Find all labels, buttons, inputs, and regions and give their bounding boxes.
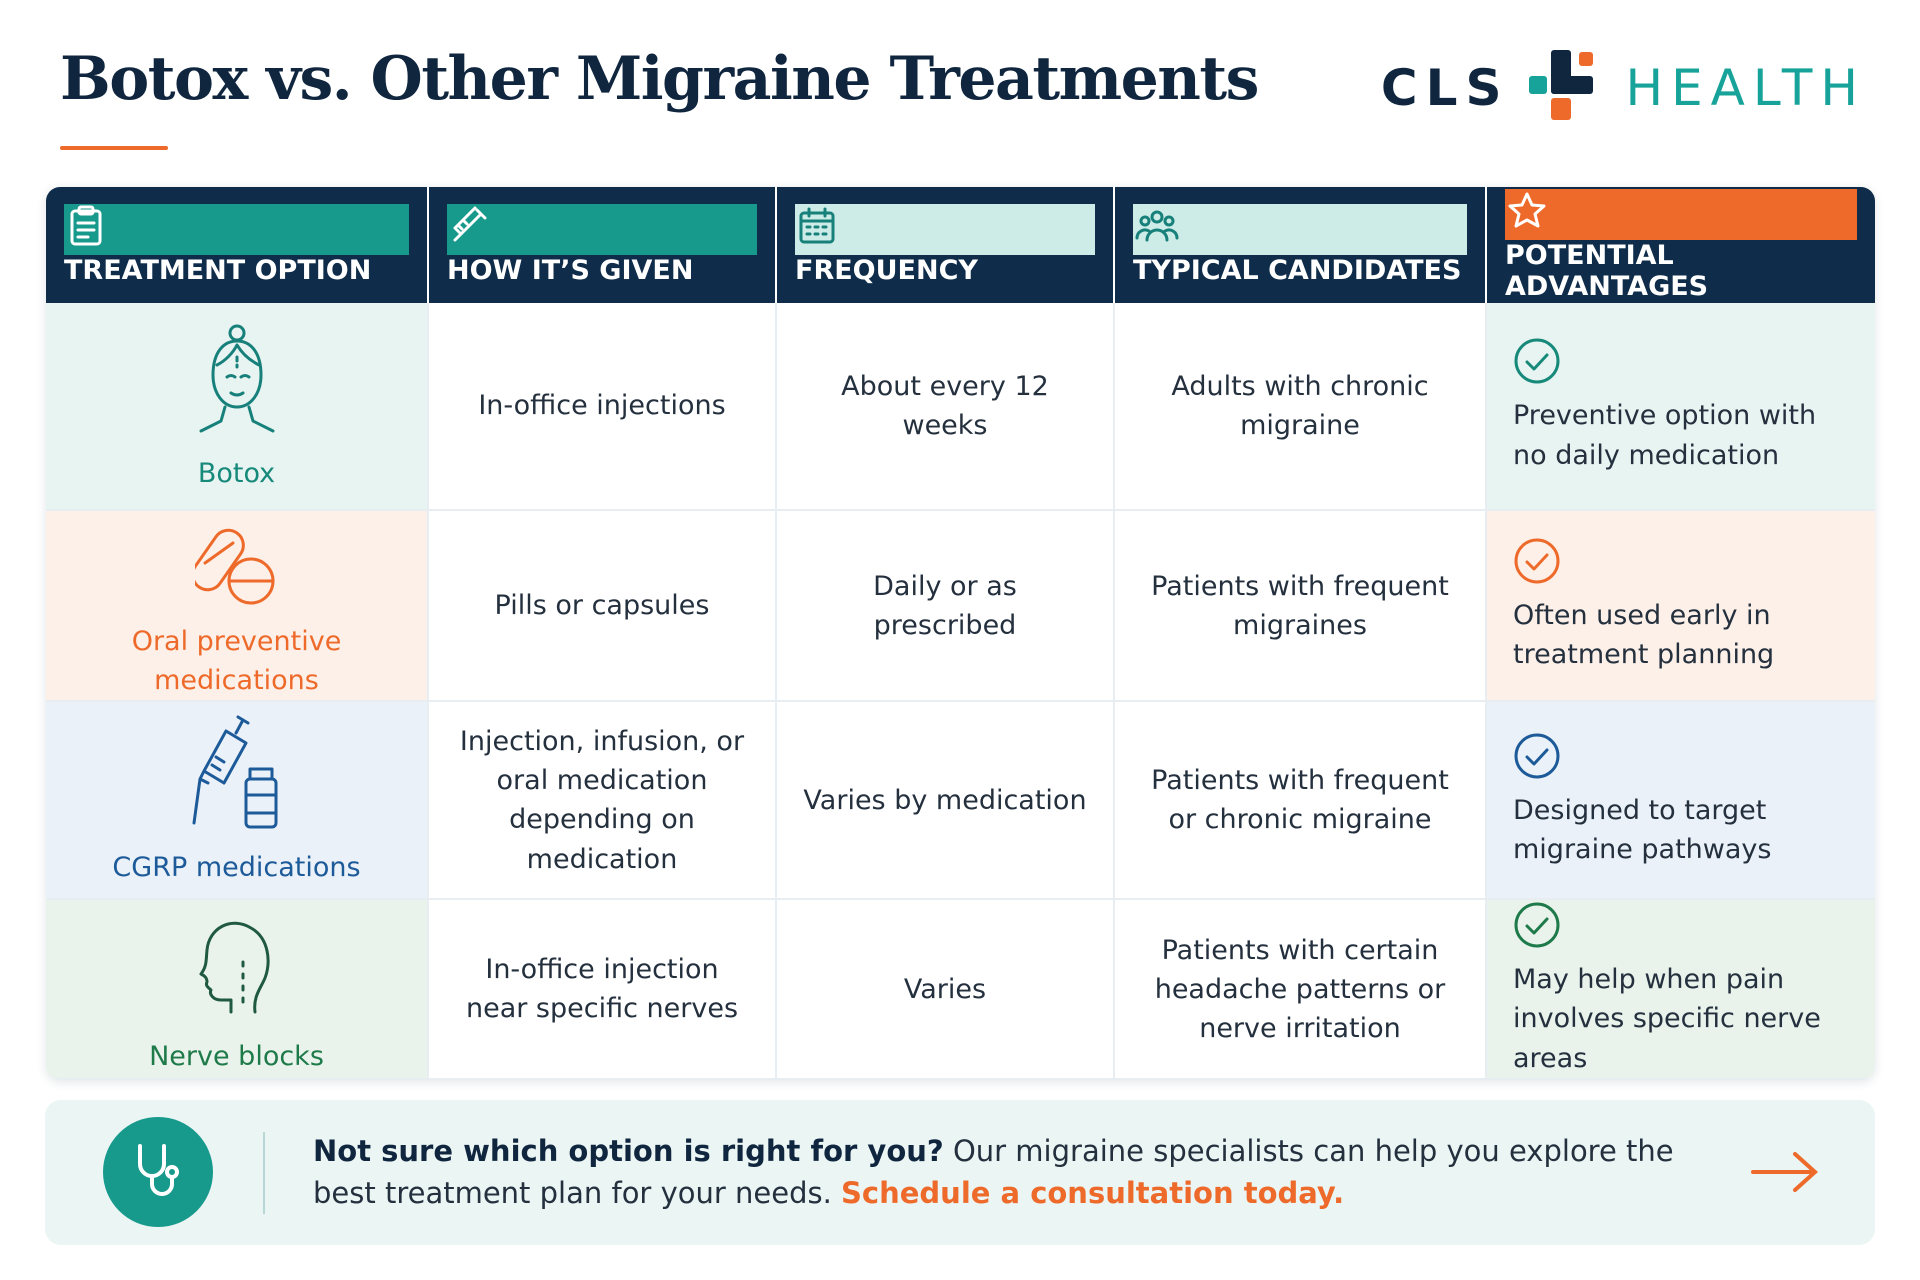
column-header: TREATMENT OPTION [46, 187, 429, 303]
comparison-table: TREATMENT OPTION HOW IT’S GIVEN FREQUENCY T… [46, 187, 1875, 1081]
table-cell: In-office injection near specific nerves [429, 900, 777, 1081]
table-row: Nerve blocks In-office injection near spe… [46, 900, 1875, 1081]
table-cell: Patients with frequent migraines [1115, 511, 1487, 703]
cell-text: In-office injection near specific nerves [465, 954, 739, 1025]
check-icon [1513, 337, 1849, 396]
table-cell: Oral preventive medications [46, 511, 429, 703]
stethoscope-icon [103, 1117, 213, 1227]
cell-text: Injection, infusion, or oral medication … [459, 726, 745, 875]
table-row: Oral preventive medications Pills or caps… [46, 511, 1875, 703]
header-content: HOW IT’S GIVEN [447, 204, 757, 286]
header-content: TREATMENT OPTION [64, 204, 409, 286]
cta-message: Not sure which option is right for you? … [313, 1130, 1693, 1214]
table-cell: Patients with frequent or chronic migrai… [1115, 702, 1487, 901]
column-header: FREQUENCY [777, 187, 1115, 303]
header-icon [447, 204, 757, 255]
table-cell: Nerve blocks [46, 900, 429, 1081]
treatment-label: Oral preventive medications [131, 626, 342, 697]
treatment-label: CGRP medications [112, 852, 361, 884]
advantage: May help when pain involves specific ner… [1513, 901, 1849, 1078]
header-icon [795, 204, 1095, 255]
treatment-icon [72, 713, 401, 848]
header-icon [1505, 188, 1857, 240]
treatment-label: Botox [197, 458, 276, 489]
table-row: Botox In-office injections About every 12 … [46, 303, 1875, 511]
table-cell: About every 12 weeks [777, 303, 1115, 511]
logo-left: CLS [1380, 59, 1510, 117]
table-cell: Designed to target migraine pathways [1487, 702, 1875, 901]
header-text: TREATMENT OPTION [64, 255, 372, 286]
header-content: TYPICAL CANDIDATES [1133, 204, 1467, 286]
cta-text: Our migraine specialists can help you ex… [313, 1134, 1674, 1211]
header-content: POTENTIAL ADVANTAGES [1505, 188, 1857, 302]
table-cell: Preventive option with no daily medicati… [1487, 303, 1875, 511]
cta-question: Not sure which option is right for you? [313, 1134, 944, 1168]
table-cell: Patients with certain headache patterns … [1115, 900, 1487, 1081]
advantage: Often used early in treatment planning [1513, 537, 1849, 674]
advantage-text: Often used early in treatment planning [1513, 600, 1775, 671]
check-icon [1513, 732, 1849, 791]
logo-mark [1529, 50, 1594, 120]
check-icon [1513, 537, 1849, 596]
table-cell: Often used early in treatment planning [1487, 511, 1875, 703]
cta-arrow[interactable] [1749, 1148, 1821, 1196]
cell-text: Daily or as prescribed [873, 570, 1017, 641]
treatment-name: Oral preventive medications [72, 511, 401, 700]
column-header: TYPICAL CANDIDATES [1115, 187, 1487, 303]
column-header: HOW IT’S GIVEN [429, 187, 777, 303]
header-icon [1133, 204, 1467, 255]
advantage-text: May help when pain involves specific ner… [1513, 964, 1821, 1074]
cell-text: Patients with frequent or chronic migrai… [1151, 765, 1449, 836]
check-icon [1513, 901, 1849, 960]
title-underline [60, 146, 168, 150]
table-cell: Daily or as prescribed [777, 511, 1115, 703]
table-cell: Botox [46, 303, 429, 511]
advantage: Designed to target migraine pathways [1513, 732, 1849, 869]
treatment-name: Botox [72, 319, 401, 493]
header-icon [64, 204, 409, 255]
table-row: CGRP medications Injection, infusion, or … [46, 702, 1875, 901]
table-cell: Varies by medication [777, 702, 1115, 901]
header-content: FREQUENCY [795, 204, 1095, 286]
logo: CLS HEALTH [1381, 48, 1866, 128]
divider [263, 1132, 265, 1214]
column-header: POTENTIAL ADVANTAGES [1487, 187, 1875, 303]
header-text: FREQUENCY [795, 255, 978, 286]
header-text: POTENTIAL ADVANTAGES [1505, 239, 1709, 302]
cta-banner: Not sure which option is right for you? … [45, 1100, 1875, 1245]
cell-text: Varies by medication [803, 784, 1087, 816]
cell-text: Patients with certain headache patterns … [1154, 934, 1446, 1044]
treatment-name: Nerve blocks [72, 902, 401, 1076]
table-cell: Pills or capsules [429, 511, 777, 703]
logo-right: HEALTH [1625, 59, 1866, 117]
treatment-name: CGRP medications [72, 713, 401, 887]
header-text: TYPICAL CANDIDATES [1133, 255, 1462, 286]
cell-text: Pills or capsules [494, 590, 710, 622]
advantage-text: Preventive option with no daily medicati… [1513, 400, 1817, 471]
table-cell: Varies [777, 900, 1115, 1081]
treatment-label: Nerve blocks [149, 1041, 324, 1073]
treatment-icon [72, 319, 401, 454]
table-body: Botox In-office injections About every 12 … [46, 303, 1875, 1081]
cell-text: About every 12 weeks [841, 370, 1049, 441]
advantage-text: Designed to target migraine pathways [1513, 794, 1772, 865]
cell-text: Patients with frequent migraines [1151, 570, 1449, 641]
title: Botox vs. Other Migraine Treatments [60, 44, 1259, 114]
table-cell: In-office injections [429, 303, 777, 511]
table-cell: Adults with chronic migraine [1115, 303, 1487, 511]
header-row: TREATMENT OPTION HOW IT’S GIVEN FREQUENCY T… [46, 187, 1875, 303]
cell-text: In-office injections [478, 390, 726, 422]
advantage: Preventive option with no daily medicati… [1513, 337, 1849, 474]
cell-text: Adults with chronic migraine [1171, 370, 1429, 441]
header-text: HOW IT’S GIVEN [447, 255, 694, 286]
treatment-icon [72, 902, 401, 1037]
table-cell: Injection, infusion, or oral medication … [429, 702, 777, 901]
table-cell: CGRP medications [46, 702, 429, 901]
table-cell: May help when pain involves specific ner… [1487, 900, 1875, 1081]
cta-link[interactable]: Schedule a consultation today. [841, 1176, 1345, 1211]
cell-text: Varies [903, 973, 987, 1005]
treatment-icon [72, 511, 401, 622]
